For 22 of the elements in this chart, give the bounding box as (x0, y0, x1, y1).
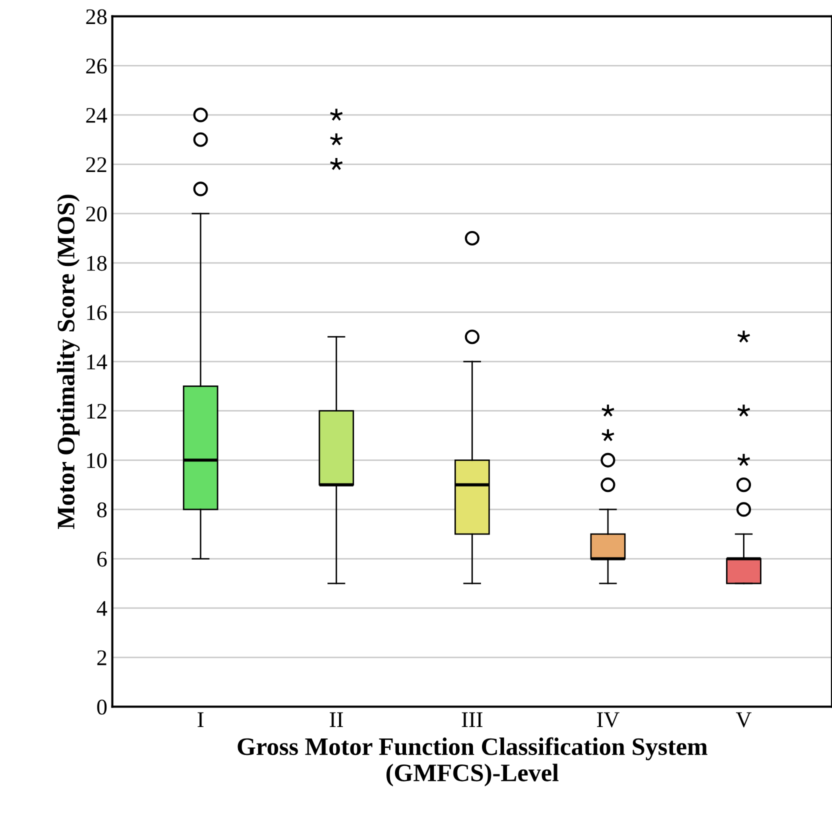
x-tick-label: IV (597, 712, 620, 728)
y-tick-label: 24 (86, 108, 108, 123)
y-tick-label: 10 (87, 453, 107, 468)
y-tick-label: 20 (86, 206, 107, 222)
y-tick-label: 22 (86, 157, 106, 172)
x-tick-label: III (462, 712, 482, 727)
x-tick-label: V (736, 712, 752, 728)
x-tick-label: I (198, 712, 204, 727)
y-axis-title: Motor Optimality Score (MOS) (56, 194, 80, 530)
y-tick-label: 12 (87, 404, 106, 419)
x-tick-label: II (330, 712, 343, 727)
y-tick-label: 16 (87, 305, 107, 320)
y-tick-label: 14 (87, 354, 108, 370)
y-tick-label: 8 (97, 502, 107, 518)
y-tick-label: 2 (97, 650, 106, 666)
x-axis-title: Gross Motor Function Classification System (GMFCS)-Level (238, 737, 708, 786)
y-tick-label: 6 (97, 552, 107, 567)
y-tick-label: 0 (97, 700, 107, 715)
y-tick-label: 26 (86, 58, 107, 74)
y-tick-label: 28 (86, 9, 107, 24)
y-tick-label: 4 (96, 601, 108, 616)
y-tick-label: 18 (87, 256, 107, 271)
